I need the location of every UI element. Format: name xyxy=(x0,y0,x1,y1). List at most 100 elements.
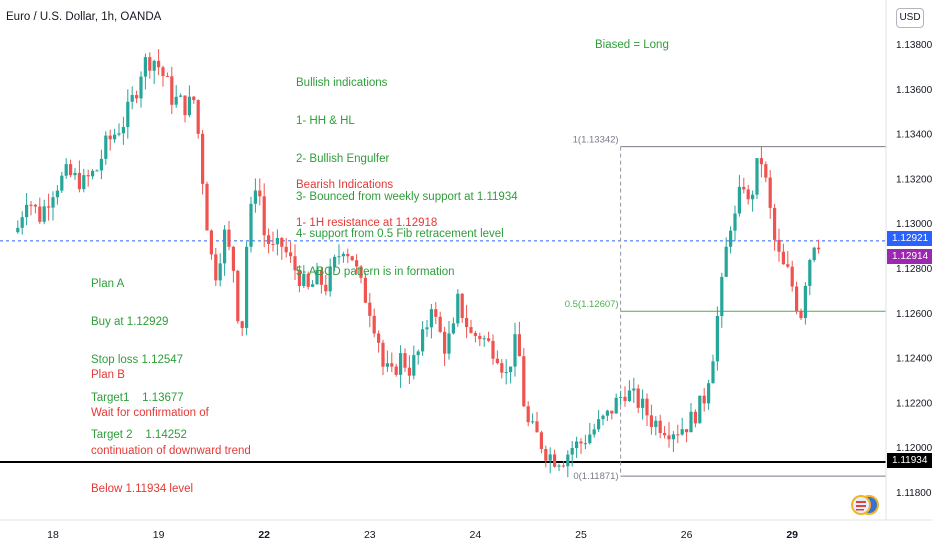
candle-body xyxy=(729,230,733,247)
candle-body xyxy=(544,448,548,461)
candle-body xyxy=(130,95,134,102)
candle-body xyxy=(258,190,262,197)
candle-body xyxy=(724,246,728,277)
candle-body xyxy=(95,170,99,172)
symbol-title[interactable]: Euro / U.S. Dollar, 1h, OANDA xyxy=(6,11,162,23)
y-tick-label: 1.13800 xyxy=(896,40,932,51)
candle-body xyxy=(781,251,785,265)
candles xyxy=(16,49,821,478)
candle-body xyxy=(478,335,482,340)
candle-body xyxy=(759,158,763,165)
bearish-line: Bearish Indications xyxy=(296,179,394,192)
candle-body xyxy=(500,363,504,373)
candle-body xyxy=(460,293,464,318)
candle-body xyxy=(438,316,442,332)
candle-body xyxy=(504,372,508,374)
candle-body xyxy=(148,57,152,71)
candle-body xyxy=(482,338,486,340)
candle-body xyxy=(25,204,29,218)
candle-body xyxy=(117,133,121,135)
candle-body xyxy=(262,196,266,236)
candle-body xyxy=(649,415,653,427)
candle-body xyxy=(289,252,293,257)
y-tick-label: 1.13000 xyxy=(896,219,932,230)
plan-a: Plan A Buy at 1.12929 Stop loss 1.12547 … xyxy=(91,253,187,467)
candle-body xyxy=(627,390,631,401)
candle-body xyxy=(201,133,205,184)
candle-body xyxy=(42,206,46,222)
candle-body xyxy=(469,327,473,333)
candle-body xyxy=(421,329,425,352)
support-price-label: 1.11934 xyxy=(887,453,932,468)
candle-body xyxy=(764,164,768,178)
candle-body xyxy=(333,256,337,267)
candle-body xyxy=(425,327,429,330)
candle-body xyxy=(223,229,227,264)
candle-body xyxy=(297,270,301,286)
candle-body xyxy=(531,421,535,423)
candle-body xyxy=(139,76,143,99)
bullish-line: 3- Bounced from weekly support at 1.1193… xyxy=(296,190,518,203)
candle-body xyxy=(359,266,363,278)
candle-body xyxy=(658,420,662,434)
y-tick-label: 1.12800 xyxy=(896,264,932,275)
candle-body xyxy=(170,76,174,105)
candle-body xyxy=(341,253,345,257)
currency-button[interactable]: USD xyxy=(896,8,924,28)
candle-body xyxy=(803,285,807,318)
candle-body xyxy=(733,213,737,231)
candle-body xyxy=(790,266,794,287)
x-tick-label: 19 xyxy=(153,529,165,541)
candle-body xyxy=(363,277,367,303)
plan-b-line: Wait for confirmation of xyxy=(91,406,209,419)
candle-body xyxy=(275,237,279,245)
candle-body xyxy=(680,429,684,435)
candle-body xyxy=(720,276,724,316)
candle-body xyxy=(218,263,222,281)
candle-body xyxy=(566,454,570,467)
y-tick-label: 1.13600 xyxy=(896,85,932,96)
mark-price-label: 1.12914 xyxy=(887,249,932,264)
candle-body xyxy=(702,395,706,404)
candle-body xyxy=(209,230,213,255)
candle-body xyxy=(746,189,750,200)
candle-body xyxy=(597,419,601,430)
candle-body xyxy=(267,235,271,244)
candle-body xyxy=(399,353,403,375)
candle-body xyxy=(517,334,521,357)
candle-body xyxy=(236,270,240,322)
candle-body xyxy=(337,256,341,258)
candle-body xyxy=(245,246,249,328)
candle-body xyxy=(214,254,218,281)
candle-body xyxy=(69,164,73,176)
candle-body xyxy=(456,293,460,324)
candle-body xyxy=(284,246,288,253)
candle-body xyxy=(135,95,139,99)
candle-body xyxy=(636,388,640,408)
candle-body xyxy=(126,101,130,128)
candle-body xyxy=(293,256,297,271)
candle-body xyxy=(737,186,741,214)
plan-a-line: Target 2 1.14252 xyxy=(91,429,187,442)
candle-body xyxy=(513,334,517,367)
candle-body xyxy=(685,429,689,433)
candle-body xyxy=(33,204,37,207)
candle-body xyxy=(561,465,565,467)
candle-body xyxy=(227,229,231,247)
candle-body xyxy=(99,158,103,171)
candle-body xyxy=(302,273,306,286)
candle-body xyxy=(20,217,24,228)
flag-logo-icon[interactable] xyxy=(850,494,880,516)
plan-b-line: continuation of downward trend xyxy=(91,444,251,457)
candle-body xyxy=(487,338,491,341)
candle-body xyxy=(522,356,526,407)
candle-body xyxy=(394,366,398,375)
candle-body xyxy=(575,441,579,449)
candle-body xyxy=(610,410,614,414)
candle-body xyxy=(711,361,715,384)
candle-body xyxy=(416,351,420,356)
candle-body xyxy=(77,172,81,190)
candle-body xyxy=(495,358,499,364)
